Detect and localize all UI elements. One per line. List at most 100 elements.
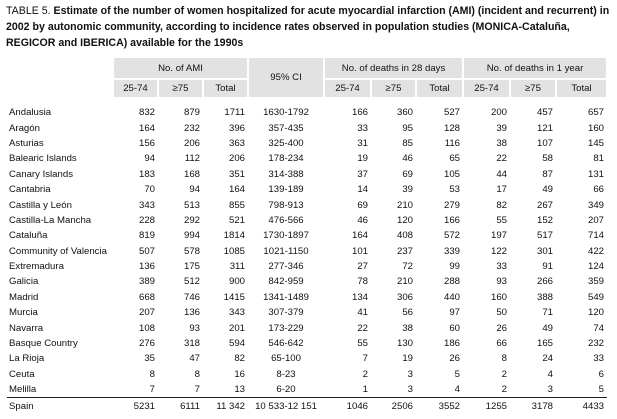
cell: 26 [449, 353, 461, 365]
cell: 267 [537, 199, 554, 211]
cell: 408 [397, 230, 414, 242]
subheader: 25-74 [112, 78, 159, 99]
cell: 27 [357, 261, 369, 273]
cell: 210 [397, 276, 414, 288]
cell: 4 [454, 384, 461, 396]
cell: 210 [397, 199, 414, 211]
table-row: Canary Islands 183 168 351 314-388 37 69 105 44 8… [7, 167, 607, 182]
table-row: Cantabria 70 94 164 139-189 14 39 53 17 49 66 [7, 182, 607, 197]
row-label: Navarra [9, 322, 44, 334]
cell: 13 [234, 384, 246, 396]
subheader: Total [415, 78, 465, 99]
row-label: Melilla [9, 384, 37, 396]
cell: 65 [449, 153, 461, 165]
row-label: Extremadura [9, 261, 64, 273]
cell: 82 [496, 199, 508, 211]
cell: 578 [183, 245, 200, 257]
cell: 70 [144, 184, 155, 196]
cell: 94 [144, 153, 155, 165]
cell: 457 [537, 107, 554, 119]
cell: 396 [229, 122, 246, 134]
cell: 318 [183, 338, 200, 350]
cell: 207 [588, 214, 605, 226]
cell: 66 [593, 184, 605, 196]
row-label: Madrid [9, 291, 39, 303]
cell: 47 [189, 353, 200, 365]
cell: 1341-1489 [263, 291, 309, 303]
cell: 513 [183, 199, 200, 211]
cell: 232 [588, 338, 605, 350]
row-label: Cantabria [9, 184, 51, 196]
cell: 58 [542, 153, 554, 165]
cell: 19 [402, 353, 414, 365]
cell: 1046 [324, 397, 372, 414]
cell: 842-959 [268, 276, 304, 288]
cell: 546-642 [268, 338, 304, 350]
cell: 276 [138, 338, 155, 350]
row-label: La Rioja [9, 353, 45, 365]
cell: 136 [183, 307, 200, 319]
cell: 5 [598, 384, 605, 396]
table-body: Andalusia 832 879 1711 1630-1792 166 360 527 200… [7, 98, 608, 414]
cell: 91 [542, 261, 554, 273]
group-header: No. of AMI [111, 56, 250, 80]
cell: 8-23 [276, 368, 296, 380]
cell: 160 [588, 122, 605, 134]
cell: 26 [496, 322, 508, 334]
table-row: Aragón 164 232 396 357-435 33 95 128 39 121 160 [7, 120, 607, 135]
cell: 266 [537, 276, 554, 288]
subheader: ≥75 [157, 78, 204, 99]
cell: 1255 [463, 397, 511, 414]
subheader: 25-74 [323, 78, 373, 99]
cell: 121 [537, 122, 554, 134]
cell: 517 [537, 230, 554, 242]
row-label: Aragón [9, 122, 40, 134]
cell: 95 [402, 122, 414, 134]
cell: 549 [588, 291, 605, 303]
table-row: Galicia 389 512 900 842-959 78 210 288 93 266 359 [7, 274, 607, 289]
cell: 168 [183, 168, 200, 180]
cell: 388 [537, 291, 554, 303]
cell: 668 [138, 291, 155, 303]
cell: 8 [149, 368, 155, 380]
cell: 33 [593, 353, 605, 365]
cell: 10 533-12 151 [248, 397, 325, 414]
cell: 2 [501, 384, 508, 396]
cell: 8 [501, 353, 508, 365]
cell: 994 [183, 230, 200, 242]
cell: 156 [138, 137, 155, 149]
table-row: Castilla y León 343 513 855 798-913 69 210 279 8… [7, 197, 607, 212]
cell: 186 [444, 338, 461, 350]
cell: 49 [542, 322, 554, 334]
cell: 476-566 [268, 214, 304, 226]
row-label: Asturias [9, 137, 44, 149]
cell: 72 [402, 261, 414, 273]
cell: 357-435 [268, 122, 304, 134]
cell: 5 [454, 368, 461, 380]
cell: 31 [357, 137, 369, 149]
cell: 38 [496, 137, 508, 149]
caption-text: Estimate of the number of women hospital… [6, 5, 610, 49]
cell: 81 [593, 153, 605, 165]
cell: 116 [444, 137, 461, 149]
row-label: Balearic Islands [9, 153, 77, 165]
cell: 55 [357, 338, 369, 350]
cell: 879 [183, 107, 200, 119]
cell: 160 [491, 291, 508, 303]
table-row: Extremadura 136 175 311 277-346 27 72 99 33 91 124 [7, 259, 607, 274]
cell: 78 [357, 276, 369, 288]
cell: 343 [229, 307, 246, 319]
cell: 53 [449, 184, 461, 196]
cell: 166 [352, 107, 369, 119]
cell: 819 [138, 230, 155, 242]
cell: 832 [138, 107, 155, 119]
cell: 166 [444, 214, 461, 226]
cell: 120 [588, 307, 605, 319]
table-row: Madrid 668 746 1415 1341-1489 134 306 440 160 388… [7, 290, 607, 305]
cell: 325-400 [268, 137, 304, 149]
cell: 46 [357, 214, 369, 226]
table-row: Community of Valencia 507 578 1085 1021-1150… [7, 244, 607, 259]
cell: 1730-1897 [263, 230, 309, 242]
row-label: Castilla y León [9, 199, 72, 211]
table-row: Murcia 207 136 343 307-379 41 56 97 50 71 120 [7, 305, 607, 320]
